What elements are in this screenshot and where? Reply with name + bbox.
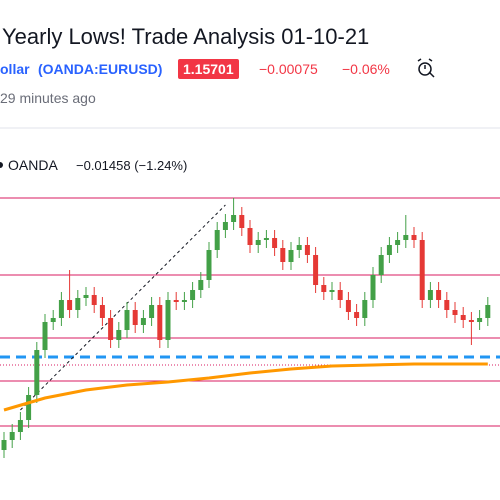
candle-body bbox=[345, 300, 351, 312]
candle-body bbox=[181, 300, 187, 302]
candle-body bbox=[255, 240, 261, 245]
candle-body bbox=[91, 295, 97, 305]
symbol-code[interactable]: (OANDA:EURUSD) bbox=[38, 61, 163, 77]
alarm-icon[interactable] bbox=[417, 58, 435, 78]
candle-body bbox=[354, 312, 360, 318]
price-change: −0.00075 bbox=[259, 61, 318, 77]
candle-body bbox=[313, 255, 319, 285]
candle-body bbox=[198, 280, 204, 290]
candle-body bbox=[165, 300, 171, 340]
moving-average bbox=[3, 362, 488, 412]
candle-body bbox=[395, 240, 401, 245]
candle-body bbox=[26, 395, 32, 420]
candle-body bbox=[337, 290, 343, 300]
candle-body bbox=[477, 318, 483, 322]
candle-body bbox=[99, 305, 105, 318]
candle-body bbox=[239, 215, 245, 228]
candle-body bbox=[149, 305, 155, 318]
candle-body bbox=[67, 300, 73, 310]
candle-body bbox=[231, 215, 237, 222]
candle-body bbox=[452, 310, 458, 315]
candle-body bbox=[362, 300, 368, 318]
candle-body bbox=[468, 320, 474, 322]
candle-body bbox=[157, 305, 163, 340]
candle-body bbox=[75, 298, 81, 310]
candle-body bbox=[116, 330, 122, 340]
candle-body bbox=[9, 432, 15, 440]
price-badge: 1.15701 bbox=[178, 59, 239, 79]
candle-body bbox=[370, 275, 376, 300]
published-time: 29 minutes ago bbox=[0, 90, 96, 106]
candle-body bbox=[444, 300, 450, 310]
candle-body bbox=[288, 250, 294, 262]
candle-body bbox=[214, 230, 220, 250]
candle-body bbox=[124, 310, 130, 330]
candle-body bbox=[263, 238, 269, 240]
candle-body bbox=[419, 240, 425, 300]
candle-body bbox=[206, 250, 212, 280]
candle-body bbox=[1, 440, 7, 450]
candle-body bbox=[296, 245, 302, 250]
candle-body bbox=[222, 222, 228, 230]
candle-body bbox=[34, 350, 40, 395]
candle-body bbox=[272, 238, 278, 248]
candle-body bbox=[190, 290, 196, 300]
candle-body bbox=[427, 290, 433, 300]
legend-source: OANDA bbox=[8, 157, 58, 173]
trend-line bbox=[20, 204, 226, 411]
candle-body bbox=[50, 318, 56, 322]
candle-body bbox=[58, 300, 64, 318]
candle-body bbox=[280, 248, 286, 262]
candle-body bbox=[83, 295, 89, 298]
candle-body bbox=[411, 235, 417, 240]
candle-body bbox=[140, 318, 146, 325]
candle-body bbox=[378, 255, 384, 275]
legend-change: −0.01458 (−1.24%) bbox=[76, 158, 188, 173]
source-dot bbox=[0, 162, 3, 168]
candle-body bbox=[329, 290, 335, 292]
candle-body bbox=[386, 245, 392, 255]
price-change-percent: −0.06% bbox=[342, 61, 390, 77]
candle-body bbox=[108, 318, 114, 340]
candle-body bbox=[321, 285, 327, 292]
candle-body bbox=[132, 310, 138, 325]
candle-body bbox=[17, 420, 23, 432]
candle-body bbox=[485, 305, 491, 318]
candle-body bbox=[403, 235, 409, 240]
candle-body bbox=[173, 300, 179, 302]
candle-body bbox=[436, 290, 442, 300]
candle-body bbox=[247, 228, 253, 245]
candle-body bbox=[42, 322, 48, 350]
candle-body bbox=[304, 245, 310, 255]
idea-title: Yearly Lows! Trade Analysis 01-10-21 bbox=[2, 24, 370, 49]
candle-body bbox=[460, 315, 466, 320]
symbol-name[interactable]: ollar bbox=[0, 61, 30, 77]
